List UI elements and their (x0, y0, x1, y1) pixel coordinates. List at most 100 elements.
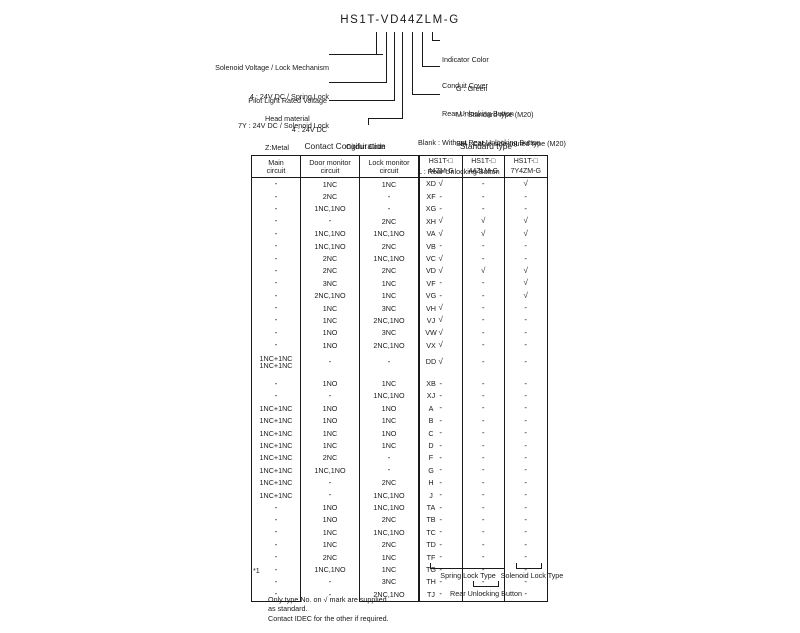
cell-door-monitor-circuit: 1NC,1NO (314, 204, 346, 214)
table-row: - - √ (419, 289, 548, 302)
cell-lock-monitor-circuit: 1NC (359, 377, 419, 390)
table-row: √ - - (419, 339, 548, 352)
cell-lock-monitor-circuit: 1NC,1NO (359, 252, 419, 265)
table-row: √ √ √ (419, 227, 548, 240)
cell-door-monitor-circuit: 1NO (322, 328, 338, 338)
callout-line: Circuit Code (346, 142, 386, 152)
table-row: -2NC,1NO 1NC VG (251, 289, 443, 302)
cell-std-44zlm-g: - (461, 575, 505, 589)
dash-mark: - (524, 428, 528, 438)
cell-std-44zlm-g: √ (461, 264, 505, 278)
dash-mark: - (274, 552, 278, 562)
callout-head-material: Head material Z:Metal (265, 95, 355, 172)
cell-door-monitor-circuit: - (301, 588, 360, 601)
callout-line: Pilot Light Rated Voltage (248, 96, 327, 106)
part-number-code: HS1T-VD44ZLM-G (340, 14, 460, 26)
bracket-solenoid-lock-right (541, 563, 542, 569)
check-mark-icon: √ (481, 228, 486, 238)
cell-main-circuit: 1NC+1NC (251, 402, 301, 415)
cell-lock-monitor-circuit: 3NC (359, 301, 419, 315)
cell-main-circuit: - (251, 377, 301, 390)
table-row: -1NO 2NC,1NO VX (251, 339, 443, 352)
dash-mark: - (274, 564, 278, 574)
cell-lock-monitor-circuit: 2NC,1NO (359, 339, 419, 352)
dash-mark: - (274, 589, 278, 599)
spacer-cell (251, 372, 301, 378)
table-row: -1NO 3NC VW (251, 326, 443, 340)
cell-door-monitor-circuit: - (301, 390, 360, 402)
check-mark-icon: √ (438, 356, 443, 366)
spacer-cell (359, 372, 419, 378)
callout-circuit-code: Circuit Code (346, 123, 416, 171)
dash-mark: - (481, 514, 485, 524)
cell-std-7y4zm-g: - (504, 513, 548, 527)
cell-lock-monitor-circuit: 1NC,1NO (359, 227, 419, 240)
cell-main-circuit: - (251, 277, 301, 290)
cell-lock-monitor-circuit: - (359, 351, 419, 373)
dash-mark: - (439, 490, 443, 500)
table-row: -2NC 1NC,1NO VC (251, 252, 443, 265)
contact-table-head: Main circuit Door monitor circuit Lock m… (251, 155, 444, 178)
cell-door-monitor-circuit: 2NC (322, 266, 338, 276)
cell-lock-monitor-circuit: 1NC (359, 277, 419, 290)
table-row: - - √ (419, 277, 548, 290)
cell-lock-monitor-circuit: 1NC (359, 289, 419, 302)
cell-door-monitor-circuit: 1NC,1NO (314, 564, 346, 574)
table-row: √ √ √ (419, 264, 548, 278)
contact-configuration-title: Contact Congifuration (304, 141, 386, 151)
dash-mark: - (328, 356, 332, 366)
dash-mark: - (481, 440, 485, 450)
callout-line: Rear Unlocking Button (442, 109, 514, 119)
dash-mark: - (524, 477, 528, 487)
dash-mark: - (274, 191, 278, 201)
callout-line: 4 : 24V DC / Spring Lock (249, 91, 329, 101)
table-row: --- (419, 563, 548, 576)
cell-std-44zm-g: - (419, 377, 462, 390)
table-row: 1NC+1NC 2NC - F (251, 451, 443, 465)
cell-std-7y4zm-g: - (504, 538, 548, 551)
dash-mark: - (439, 527, 443, 537)
bracket-rear-unlocking-right (498, 581, 499, 587)
cell-std-7y4zm-g: - (504, 339, 548, 352)
cell-std-7y4zm-g: - (504, 190, 548, 203)
dash-mark: - (439, 589, 443, 599)
contact-configuration-table-wrap: Main circuit Door monitor circuit Lock m… (251, 155, 443, 602)
col-header-hs1t-7y4zm-g: HS1T-□ 7Y4ZM-G (504, 155, 548, 178)
cell-main-circuit: 1NC+1NC (251, 464, 301, 477)
leader-line-pilot-light-vert (386, 32, 387, 82)
cell-lock-monitor-circuit: 2NC,1NO (359, 314, 419, 327)
cell-std-7y4zm-g: - (504, 476, 548, 489)
cell-std-44zlm-g: - (461, 339, 505, 352)
cell-door-monitor-circuit: 1NO (322, 340, 338, 350)
cell-main-circuit: - (251, 538, 301, 551)
cell-lock-monitor-circuit: 1NC,1NO (359, 501, 419, 514)
dash-mark: - (481, 527, 485, 537)
table-row: --- (419, 190, 548, 203)
dash-mark: - (274, 576, 278, 586)
table-row: --- (419, 427, 548, 440)
leader-line-solenoid-voltage-horz2 (329, 54, 373, 55)
leader-line-solenoid-voltage-vert (376, 32, 377, 54)
dash-mark: - (524, 514, 528, 524)
dash-mark: - (274, 228, 278, 238)
dash-mark: - (524, 465, 528, 475)
table-row: -1NC,1NO - XG (251, 202, 443, 216)
dash-mark: - (524, 253, 528, 263)
cell-std-44zlm-g: - (461, 451, 505, 465)
table-row: -1NC,1NO 1NC,1NO VA (251, 227, 443, 240)
table-row: √ - √ (419, 177, 548, 191)
dash-mark: - (524, 589, 528, 599)
cell-std-44zlm-g: - (461, 563, 505, 576)
cell-door-monitor-circuit: 1NO (322, 379, 338, 389)
table-row: -1NC 2NC,1NO VJ (251, 314, 443, 327)
cell-std-44zlm-g: - (461, 526, 505, 539)
dash-mark: - (439, 241, 443, 251)
dash-mark: - (524, 552, 528, 562)
dash-mark: - (439, 465, 443, 475)
bracket-rear-unlocking-left (473, 581, 474, 587)
dash-mark: - (274, 290, 278, 300)
callout-line: 4 : 24V DC (291, 124, 327, 134)
table-row-spacer (419, 372, 548, 378)
dash-mark: - (387, 356, 391, 366)
cell-std-44zlm-g: √ (461, 227, 505, 240)
